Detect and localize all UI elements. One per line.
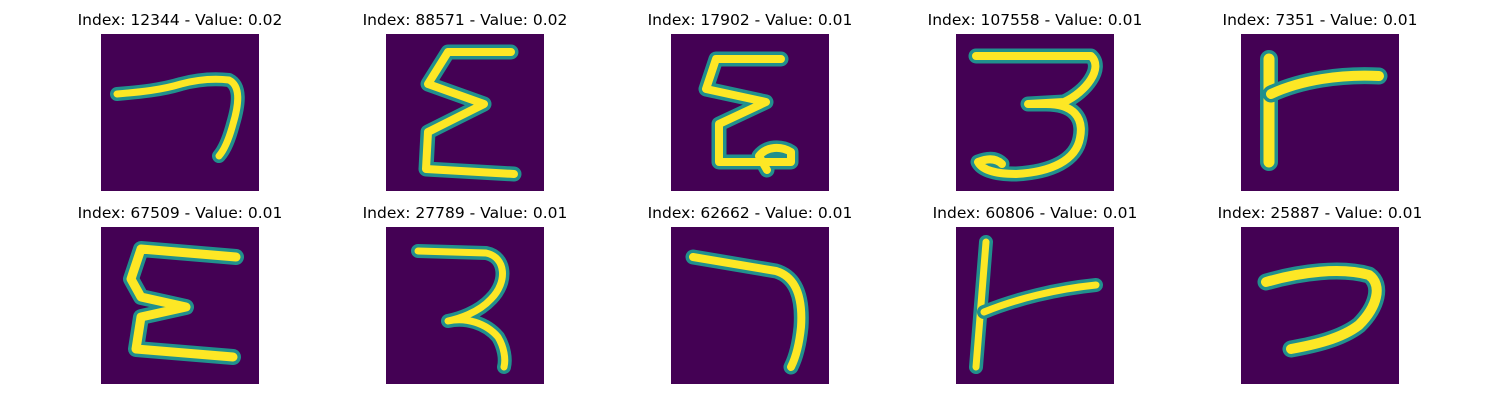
panel-2: Index: 88571 - Value: 0.02 bbox=[323, 0, 607, 191]
glyph-image bbox=[956, 34, 1114, 191]
panel-10: Index: 25887 - Value: 0.01 bbox=[1178, 193, 1462, 384]
glyph-image bbox=[386, 227, 544, 384]
panel-title: Index: 27789 - Value: 0.01 bbox=[362, 204, 568, 222]
panel-title: Index: 67509 - Value: 0.01 bbox=[77, 204, 283, 222]
glyph-image bbox=[101, 34, 259, 191]
panel-title: Index: 17902 - Value: 0.01 bbox=[647, 11, 853, 29]
glyph-image bbox=[671, 227, 829, 384]
panel-6: Index: 67509 - Value: 0.01 bbox=[38, 193, 322, 384]
glyph-image bbox=[956, 227, 1114, 384]
panel-8: Index: 62662 - Value: 0.01 bbox=[608, 193, 892, 384]
panel-7: Index: 27789 - Value: 0.01 bbox=[323, 193, 607, 384]
glyph-image bbox=[101, 227, 259, 384]
panel-title: Index: 7351 - Value: 0.01 bbox=[1222, 11, 1418, 29]
panel-4: Index: 107558 - Value: 0.01 bbox=[893, 0, 1177, 191]
panel-1: Index: 12344 - Value: 0.02 bbox=[38, 0, 322, 191]
glyph-image bbox=[1241, 34, 1399, 191]
panel-3: Index: 17902 - Value: 0.01 bbox=[608, 0, 892, 191]
panel-title: Index: 60806 - Value: 0.01 bbox=[932, 204, 1138, 222]
panel-title: Index: 25887 - Value: 0.01 bbox=[1217, 204, 1423, 222]
panel-title: Index: 62662 - Value: 0.01 bbox=[647, 204, 853, 222]
panel-5: Index: 7351 - Value: 0.01 bbox=[1178, 0, 1462, 191]
panel-9: Index: 60806 - Value: 0.01 bbox=[893, 193, 1177, 384]
panel-title: Index: 12344 - Value: 0.02 bbox=[77, 11, 283, 29]
glyph-image bbox=[386, 34, 544, 191]
panel-title: Index: 88571 - Value: 0.02 bbox=[362, 11, 568, 29]
panel-title: Index: 107558 - Value: 0.01 bbox=[927, 11, 1143, 29]
glyph-image bbox=[1241, 227, 1399, 384]
glyph-image bbox=[671, 34, 829, 191]
